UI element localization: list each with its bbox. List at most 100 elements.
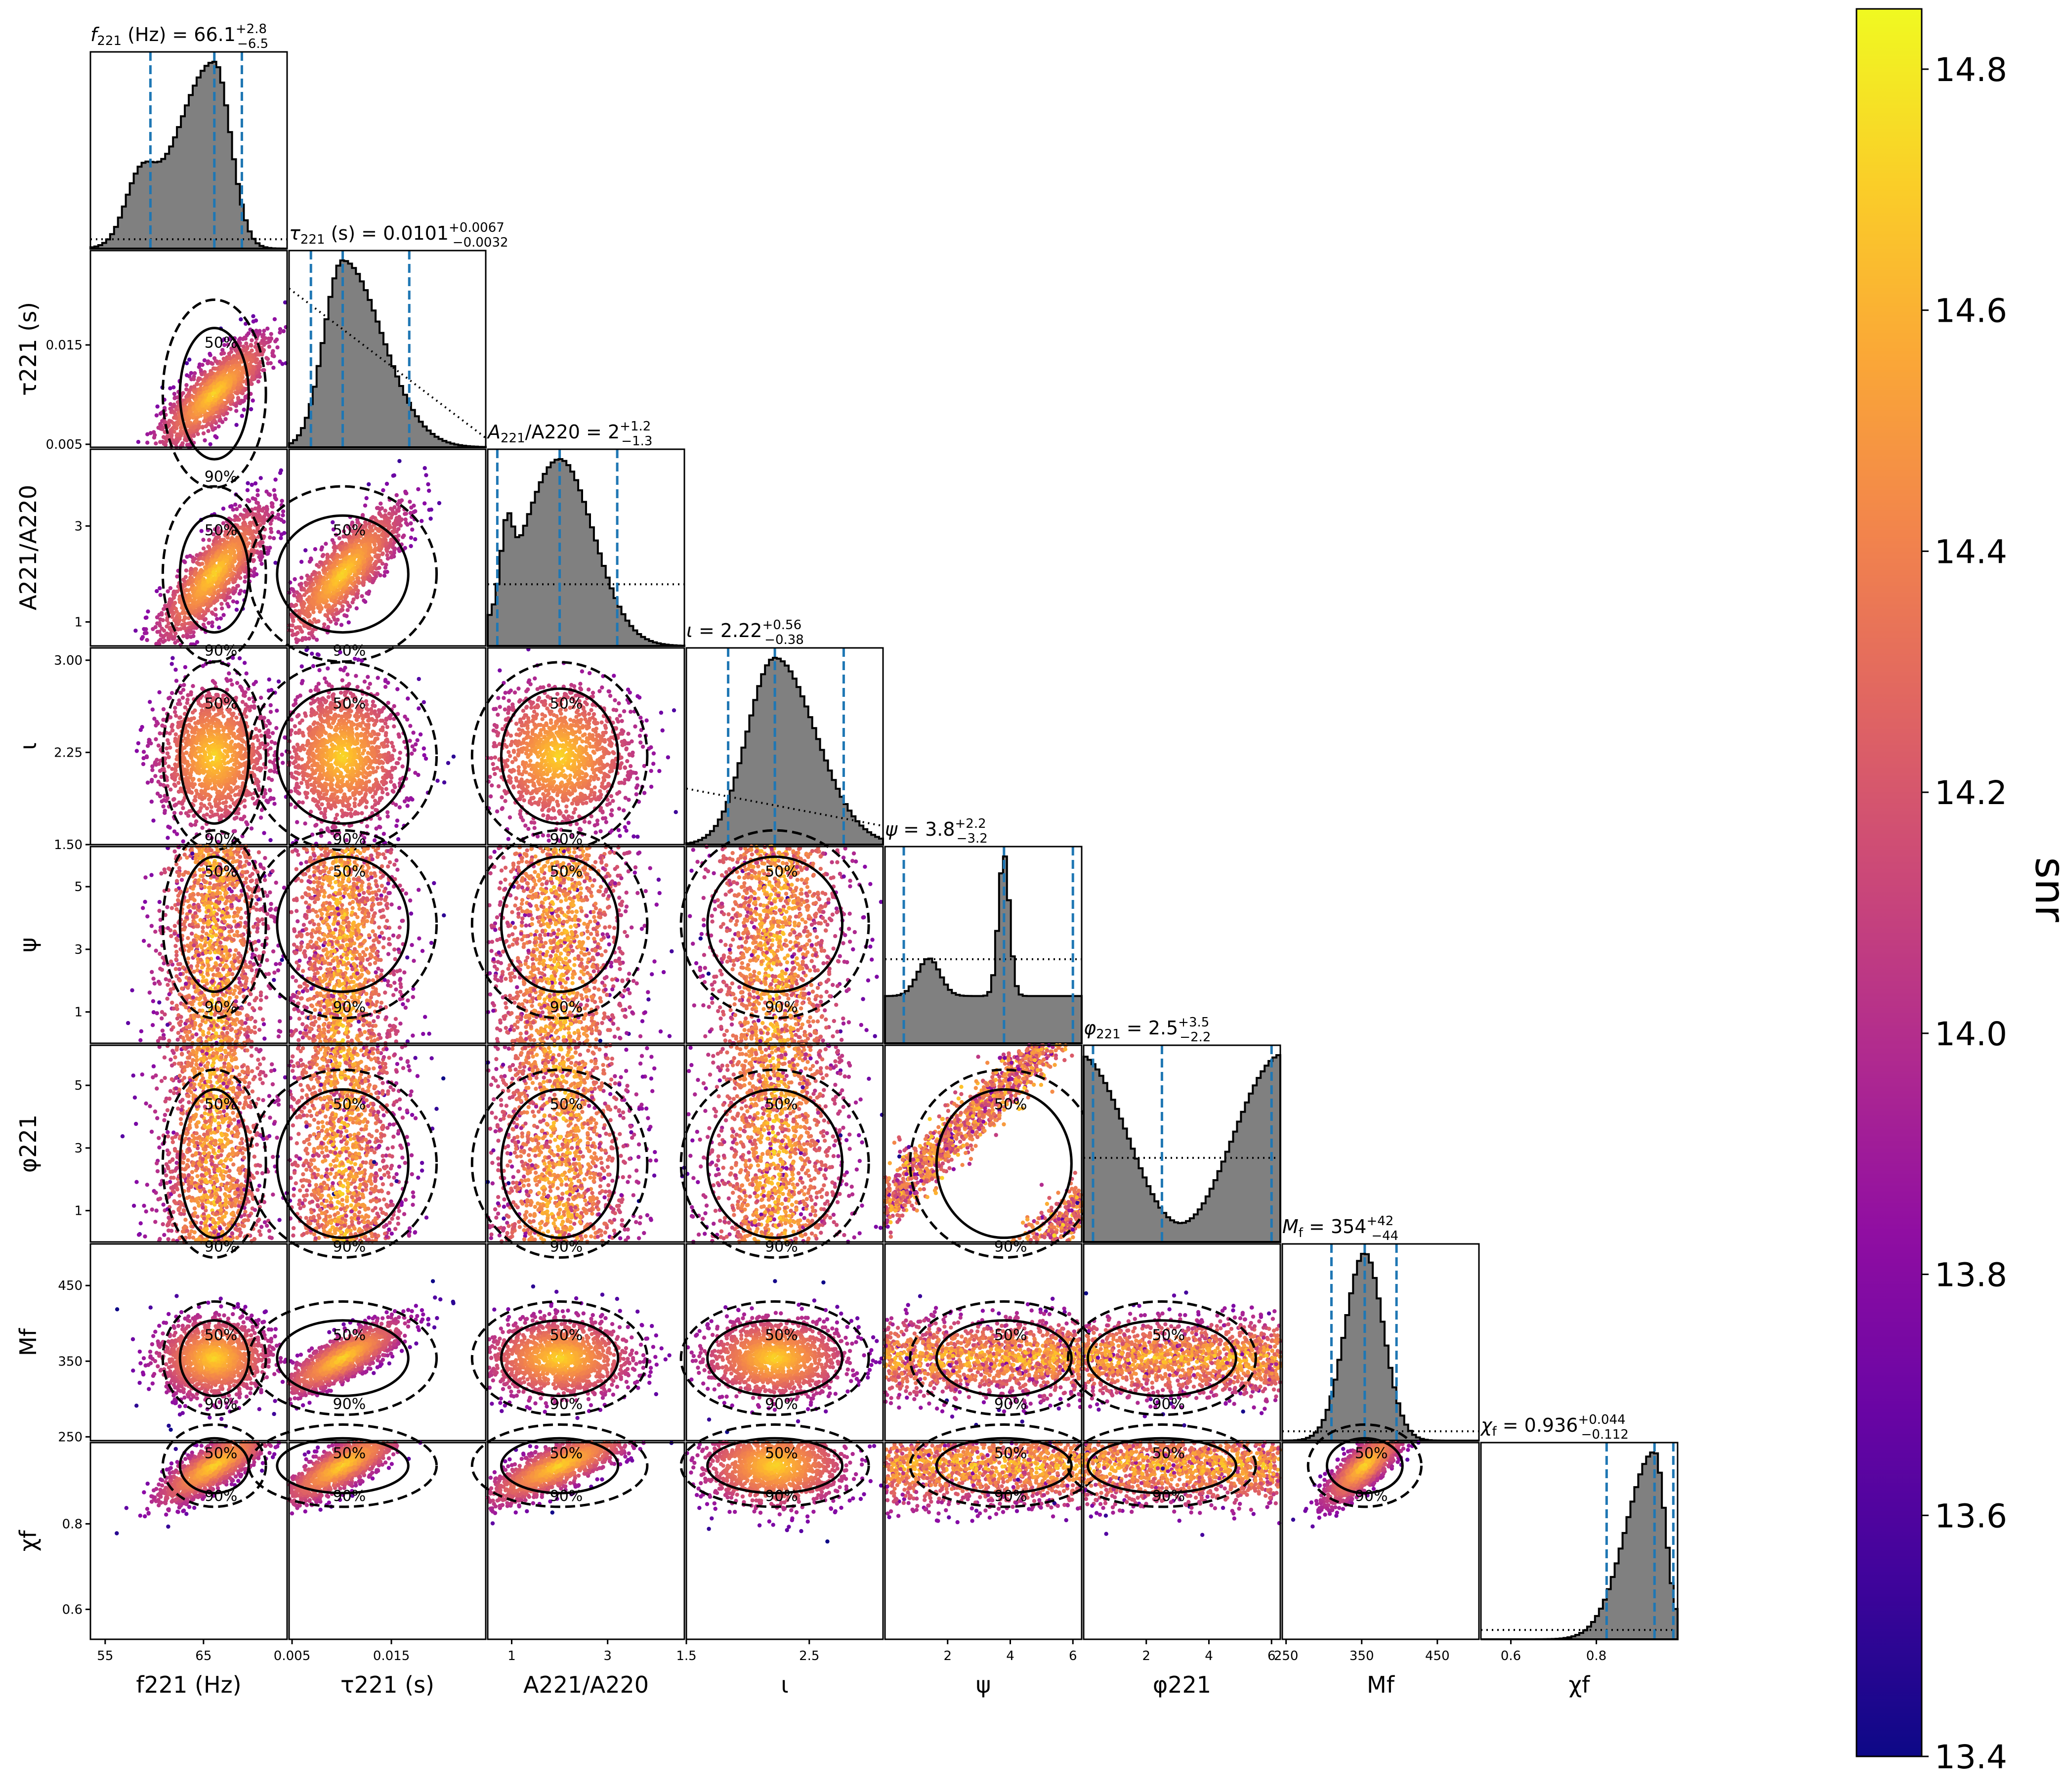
sample-point: [310, 607, 314, 611]
sample-point: [145, 441, 149, 445]
y-tick-label: 0.015: [46, 338, 83, 353]
sample-point: [403, 546, 407, 550]
sample-point: [377, 566, 381, 570]
sample-point: [334, 622, 338, 626]
sample-point: [273, 493, 277, 497]
sample-point: [251, 314, 255, 318]
sample-point: [355, 539, 359, 543]
sample-point: [255, 488, 259, 492]
sample-point: [385, 553, 389, 557]
sample-point: [325, 576, 329, 580]
sample-point: [133, 629, 137, 633]
sample-point: [194, 586, 198, 590]
sample-point: [362, 559, 366, 563]
sample-point: [349, 577, 353, 581]
sample-point: [316, 619, 320, 623]
sample-point: [208, 352, 211, 356]
corner-plot: f221 (Hz) = 66.1+2.8 −6.550%90%0.0050.015…: [0, 0, 2065, 1792]
sample-point: [373, 539, 377, 543]
sample-point: [404, 491, 408, 495]
sample-point: [216, 425, 220, 428]
sample-point: [300, 604, 304, 608]
sample-point: [225, 540, 229, 544]
sample-point: [409, 536, 413, 540]
sample-point: [252, 570, 256, 574]
sample-point: [362, 598, 366, 602]
sample-point: [215, 410, 219, 414]
sample-point: [182, 559, 186, 563]
sample-point: [210, 624, 214, 628]
sample-point: [217, 626, 221, 630]
sample-point: [343, 556, 347, 560]
sample-point: [243, 513, 247, 517]
sample-point: [187, 428, 191, 432]
sample-point: [368, 560, 372, 564]
sample-point: [213, 607, 217, 611]
sample-point: [363, 576, 367, 580]
sample-point: [291, 619, 295, 623]
sample-point: [221, 507, 225, 511]
sample-point: [233, 554, 237, 557]
sample-point: [338, 546, 342, 550]
sample-point: [215, 596, 219, 600]
sample-point: [259, 476, 263, 480]
sample-point: [155, 630, 159, 634]
sample-point: [344, 614, 348, 618]
sample-point: [282, 531, 286, 535]
sample-point: [215, 585, 219, 589]
sample-point: [227, 578, 231, 582]
scatter-samples: [288, 459, 442, 644]
sample-point: [311, 583, 315, 587]
sample-point: [262, 329, 266, 333]
sample-point: [296, 625, 300, 629]
sample-point: [202, 431, 206, 435]
sample-point: [340, 554, 344, 557]
sample-point: [275, 338, 279, 341]
sample-point: [203, 358, 207, 362]
sample-point: [412, 504, 416, 508]
sample-point: [319, 548, 323, 552]
sample-point: [214, 359, 218, 363]
sample-point: [158, 440, 162, 444]
sample-point: [355, 564, 359, 568]
sample-point: [174, 714, 178, 718]
sample-point: [213, 591, 217, 595]
sample-point: [265, 505, 269, 509]
sample-point: [339, 623, 343, 627]
sample-point: [386, 546, 390, 550]
sample-point: [317, 592, 321, 596]
sample-point: [266, 361, 270, 365]
sample-point: [235, 507, 239, 511]
sample-point: [345, 600, 349, 604]
sample-point: [360, 594, 364, 598]
sample-point: [349, 563, 353, 567]
sample-point: [256, 509, 260, 513]
sample-point: [181, 609, 185, 613]
sample-point: [349, 544, 353, 548]
sample-point: [387, 512, 391, 515]
sample-point: [282, 329, 286, 333]
sample-point: [227, 588, 231, 592]
sample-point: [240, 526, 244, 530]
sample-point: [395, 522, 399, 526]
sample-point: [365, 496, 369, 500]
sample-point: [299, 576, 303, 580]
sample-point: [181, 618, 185, 622]
sample-point: [198, 552, 202, 555]
sample-point: [222, 543, 226, 547]
sample-point: [305, 606, 309, 610]
sample-point: [184, 383, 188, 387]
sample-point: [227, 352, 231, 356]
y-tick-label: 3: [74, 519, 83, 534]
sample-point: [385, 482, 389, 486]
sample-point: [223, 417, 227, 421]
sample-point: [171, 426, 175, 429]
sample-point: [171, 403, 175, 407]
sample-point: [234, 404, 238, 408]
y-axis-label-tau221: τ221 (s): [15, 302, 42, 396]
sample-point: [293, 577, 296, 581]
sample-point: [333, 618, 337, 622]
panel-tau221-tau221: τ221 (s) = 0.0101+0.0067 −0.0032: [289, 220, 508, 447]
sample-point: [236, 573, 240, 577]
sample-point: [256, 551, 260, 555]
